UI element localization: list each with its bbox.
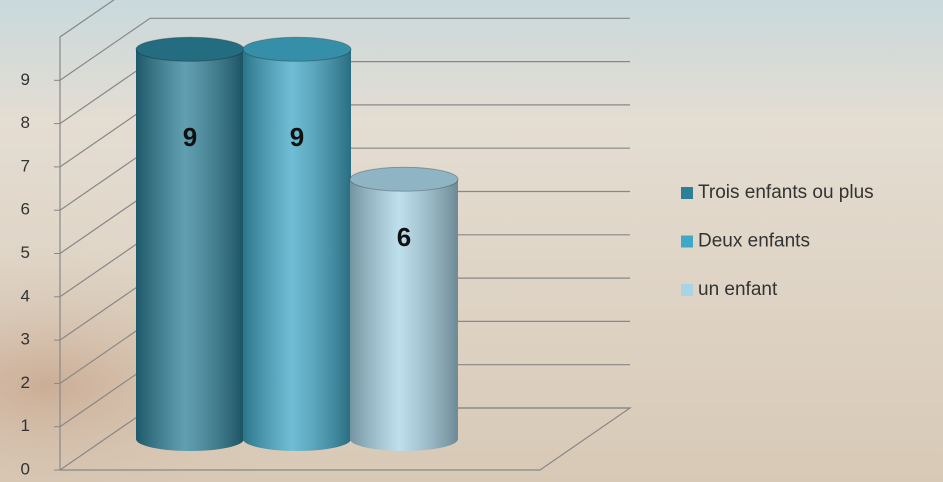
legend-swatch [681,187,693,199]
y-tick-label: 8 [21,113,30,132]
y-tick-label: 9 [21,70,30,89]
grid-line [59,17,630,81]
legend-swatch [681,235,693,248]
y-tick-label: 2 [21,373,30,392]
y-tick-label: 0 [21,459,30,478]
legend-label: un enfant [698,279,778,300]
bar [243,49,351,452]
y-tick-label: 5 [21,243,30,262]
legend-label: Deux enfants [698,231,810,252]
bar-top [135,36,245,62]
y-tick-label: 4 [21,286,30,305]
y-tick-label: 7 [21,156,30,175]
bar [350,179,458,451]
bar [136,49,244,452]
y-tick-label: 1 [21,416,30,435]
legend: Trois enfants ou plus Deux enfants un enfa… [681,182,874,300]
bar-top [242,36,352,62]
data-label: 9 [183,122,197,152]
data-label: 6 [397,222,411,252]
y-tick-label: 3 [21,330,30,349]
legend-swatch [681,284,693,296]
data-label: 9 [290,122,304,152]
legend-label: Trois enfants ou plus [698,182,874,203]
y-tick-label: 6 [21,200,30,219]
bar-top [349,166,459,192]
